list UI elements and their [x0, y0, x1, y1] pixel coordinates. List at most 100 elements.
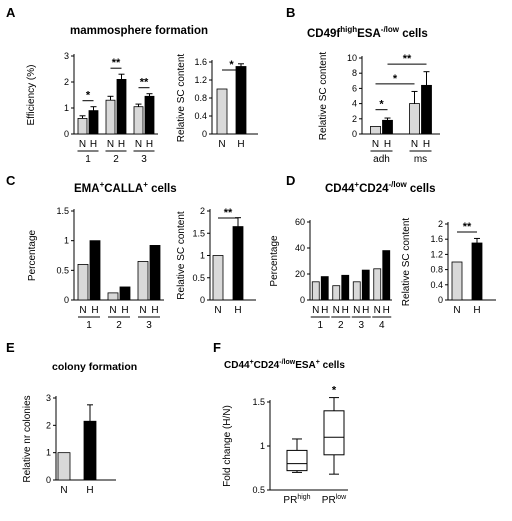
y-tick-label: 0.5 [56, 265, 69, 275]
y-tick-label: 20 [295, 269, 305, 279]
y-tick-label: 1.2 [430, 249, 443, 259]
y-tick-label: 2 [352, 114, 357, 124]
x-category-label: ms [414, 154, 427, 165]
chart-ema-calla-relative-sc: 0 0.5 1 1.5 2 Relative SC content N H ** [176, 206, 256, 316]
x-sub-label-n: N [353, 305, 360, 316]
y-tick-label: 3 [46, 393, 51, 403]
y-tick-label: 2 [64, 77, 69, 87]
chart-fold-change-box: 0.5 1 1.5 Fold change (H/N) PRhigh * PRlow [222, 385, 348, 506]
chart-mammosphere-relative-sc: 0 0.4 0.8 1.2 1.6 Relative SC content N H * [176, 54, 258, 150]
x-sub-label-h: H [118, 139, 125, 150]
y-tick-label: 3 [64, 51, 69, 61]
x-sub-label-h: H [121, 305, 128, 316]
bar-n [57, 452, 71, 481]
y-tick-label: 10 [347, 53, 357, 63]
x-category-label: H [234, 305, 241, 316]
x-category-label: 1 [317, 320, 323, 331]
y-tick-label: 2 [200, 206, 205, 216]
panel-label-c: C [6, 173, 16, 188]
x-category-label: 3 [141, 154, 147, 165]
y-axis-label: Fold change (H/N) [222, 405, 233, 487]
y-tick-label: 0 [200, 295, 205, 305]
y-tick-label: 1.5 [56, 206, 69, 216]
chart-cd44-cd24-relative-sc: 0 0.4 0.8 1.2 1.6 2 Relative SC content N H ** [401, 218, 496, 316]
bar-h [361, 269, 370, 301]
x-sub-label-n: N [372, 139, 379, 150]
x-sub-label-h: H [151, 305, 158, 316]
bar-h [83, 420, 97, 481]
bar-h [341, 274, 350, 301]
significance-marker: * [393, 73, 398, 85]
significance-marker: * [86, 90, 91, 102]
bar-n [107, 292, 119, 301]
y-tick-label: 0.4 [194, 111, 207, 121]
x-sub-label-n: N [107, 139, 114, 150]
y-axis-label: Relative SC content [176, 54, 187, 143]
y-tick-label: 60 [295, 217, 305, 227]
significance-marker: * [379, 99, 384, 111]
y-tick-label: 1.6 [430, 234, 443, 244]
x-category-label: N [218, 139, 225, 150]
y-tick-label: 1 [46, 448, 51, 458]
bar-n [77, 118, 88, 135]
box [286, 449, 308, 472]
y-axis-label: Percentage [269, 235, 280, 287]
y-tick-label: 8 [352, 68, 357, 78]
x-category-label: H [473, 305, 480, 316]
y-tick-label: 0.8 [430, 265, 443, 275]
x-category-label: 1 [85, 154, 91, 165]
x-sub-label-h: H [342, 305, 349, 316]
significance-marker: * [229, 59, 234, 71]
x-sub-label-n: N [109, 305, 116, 316]
bar-h [89, 240, 101, 301]
y-axis-label: Relative nr colonies [22, 395, 33, 482]
bar-h [382, 119, 393, 135]
bar-n [451, 261, 463, 301]
x-sub-label-n: N [79, 139, 86, 150]
panel-label-f: F [213, 340, 221, 355]
x-sub-label-h: H [383, 305, 390, 316]
bar-h [235, 66, 247, 135]
y-tick-label: 6 [352, 83, 357, 93]
x-category-label: PRlow [322, 494, 347, 506]
bar-h [320, 276, 329, 301]
x-sub-label-h: H [146, 139, 153, 150]
y-axis-label: Efficiency (%) [26, 65, 37, 126]
panel-label-a: A [6, 5, 16, 20]
x-category-label: 2 [116, 320, 122, 331]
panel-label-d: D [286, 173, 295, 188]
panel-title-f: CD44+CD24-/lowESA+ cells [224, 359, 345, 371]
x-sub-label-h: H [91, 305, 98, 316]
bar-n [409, 103, 420, 135]
y-tick-label: 0.4 [430, 280, 443, 290]
y-tick-label: 0 [64, 295, 69, 305]
panel-title-d: CD44+CD24-/low cells [325, 180, 435, 195]
x-category-label: adh [373, 154, 390, 165]
bar-h [421, 84, 432, 135]
significance-marker: * [332, 385, 337, 397]
x-sub-label-n: N [135, 139, 142, 150]
x-sub-label-n: N [411, 139, 418, 150]
x-category-label: PRhigh [283, 494, 310, 506]
y-tick-label: 40 [295, 243, 305, 253]
bar-h [232, 226, 244, 301]
y-tick-label: 1 [64, 236, 69, 246]
bar-n [332, 285, 341, 301]
y-axis-label: Relative SC content [401, 218, 412, 307]
bar-n [370, 126, 381, 135]
significance-marker: ** [463, 221, 472, 233]
y-tick-label: 1 [64, 103, 69, 113]
bar-n [216, 88, 228, 135]
bar-h [116, 79, 127, 135]
x-sub-label-h: H [321, 305, 328, 316]
bar-n [137, 261, 149, 301]
bar-n [212, 255, 224, 301]
bar-h [471, 242, 483, 301]
x-category-label: N [453, 305, 460, 316]
x-sub-label-h: H [423, 139, 430, 150]
y-axis-label: Relative SC content [176, 211, 187, 300]
